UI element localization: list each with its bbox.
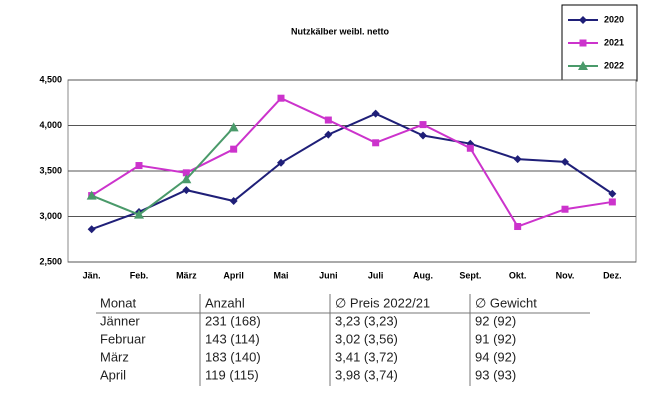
marker <box>466 144 474 152</box>
x-tick-label: Feb. <box>130 270 149 280</box>
table-cell: 143 (114) <box>205 331 260 346</box>
table-cell: 231 (168) <box>205 313 261 328</box>
marker <box>561 157 569 166</box>
table-cell: Jänner <box>100 313 140 328</box>
legend-label: 2021 <box>604 37 624 47</box>
table-cell: 183 (140) <box>205 349 261 364</box>
marker <box>277 94 285 102</box>
y-tick-label: 4,500 <box>39 74 62 84</box>
chart-title: Nutzkälber weibl. netto <box>291 26 390 36</box>
marker <box>182 186 191 195</box>
x-tick-label: April <box>223 270 244 280</box>
y-tick-label: 4,000 <box>39 120 62 130</box>
legend-label: 2022 <box>604 60 624 70</box>
x-tick-label: Sept. <box>459 270 481 280</box>
marker <box>419 121 427 129</box>
y-tick-label: 3,000 <box>39 211 62 221</box>
marker <box>579 39 587 47</box>
table-header: ∅ Gewicht <box>475 295 537 310</box>
y-tick-label: 3,500 <box>39 165 62 175</box>
table-cell: 3,41 (3,72) <box>335 349 398 364</box>
marker <box>134 209 144 219</box>
series-line <box>91 126 235 216</box>
marker <box>277 158 285 167</box>
table-header: ∅ Preis 2022/21 <box>335 295 430 310</box>
x-tick-label: Okt. <box>509 270 527 280</box>
marker <box>371 109 380 118</box>
series-line <box>91 112 613 231</box>
table-cell: 93 (93) <box>475 367 516 382</box>
table-cell: 91 (92) <box>475 331 516 346</box>
table-cell: 94 (92) <box>475 349 516 364</box>
marker <box>579 16 587 24</box>
table-cell: 3,02 (3,56) <box>335 331 398 346</box>
table-cell: April <box>100 367 126 382</box>
x-tick-label: Dez. <box>603 270 622 280</box>
table-cell: Februar <box>100 331 146 346</box>
marker <box>608 198 616 206</box>
marker <box>419 131 427 140</box>
marker <box>514 223 522 231</box>
marker <box>228 122 239 132</box>
x-tick-label: Aug. <box>413 270 433 280</box>
table-cell: 3,23 (3,23) <box>335 313 398 328</box>
marker <box>87 225 96 234</box>
x-tick-label: Mai <box>273 270 288 280</box>
marker <box>324 130 333 139</box>
marker <box>578 61 588 70</box>
series-line <box>91 96 613 228</box>
table-cell: 119 (115) <box>205 367 259 382</box>
legend-label: 2020 <box>604 14 624 24</box>
marker <box>135 162 143 170</box>
x-tick-label: Juni <box>319 270 338 280</box>
table-cell: 92 (92) <box>475 313 516 328</box>
marker <box>181 174 192 184</box>
marker <box>324 116 332 124</box>
table-cell: März <box>100 349 129 364</box>
x-tick-label: Nov. <box>556 270 575 280</box>
y-tick-label: 2,500 <box>39 256 62 266</box>
marker <box>513 155 522 164</box>
marker <box>182 169 190 177</box>
marker <box>230 145 238 153</box>
marker <box>561 205 569 213</box>
table-cell: 3,98 (3,74) <box>335 367 398 382</box>
marker <box>229 197 238 206</box>
marker <box>608 189 617 198</box>
x-tick-label: März <box>176 270 197 280</box>
table-header: Monat <box>100 295 137 310</box>
x-tick-label: Jän. <box>83 270 101 280</box>
marker <box>86 190 97 200</box>
table-header: Anzahl <box>205 295 245 310</box>
x-tick-label: Juli <box>368 270 384 280</box>
marker <box>372 139 380 147</box>
